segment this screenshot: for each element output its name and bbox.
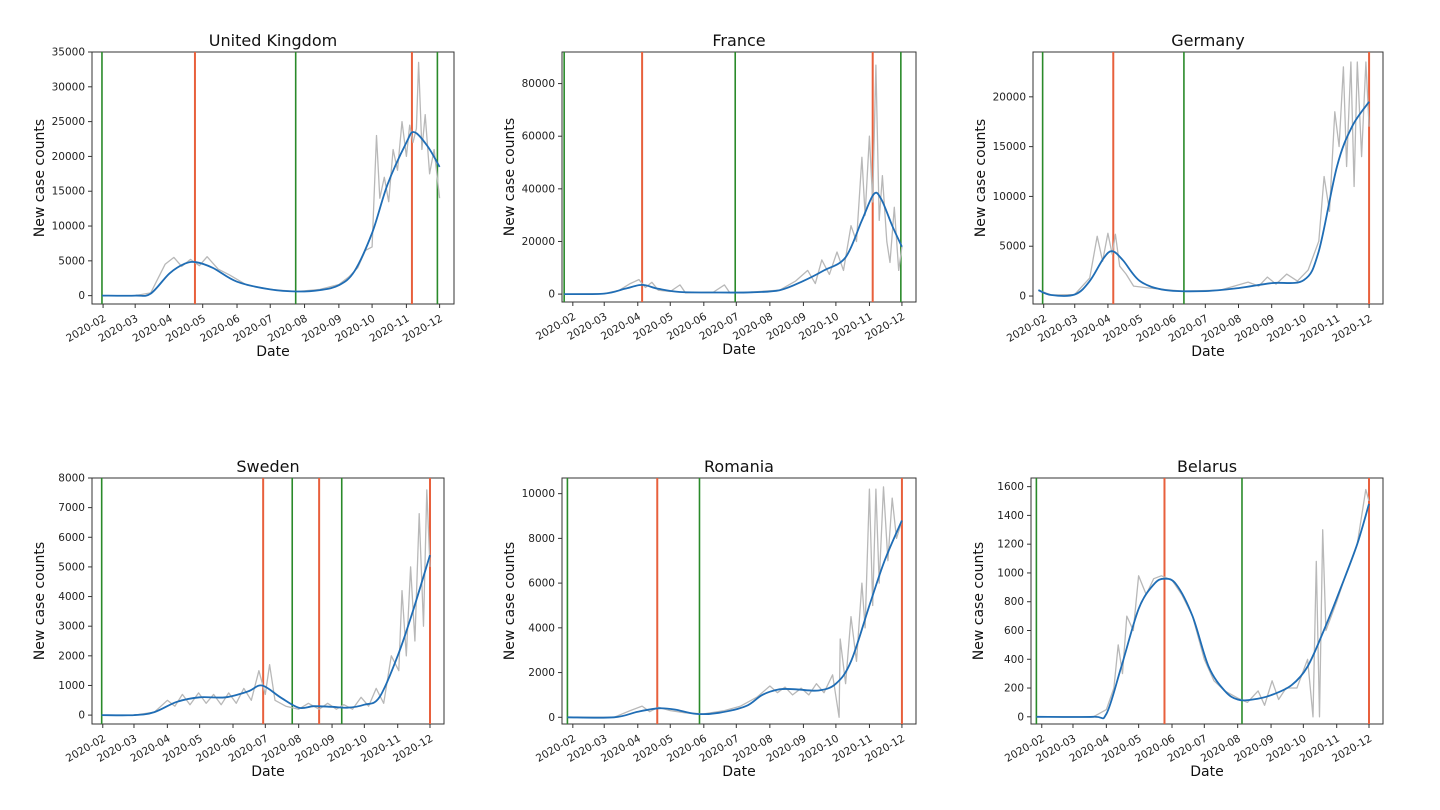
chart-panel-united-kingdom: United Kingdom 0 5000 10000 15000 20000 25000 3… [32, 31, 455, 360]
plot-frame [561, 51, 917, 303]
y-tick-label: 7000 [58, 502, 85, 514]
raw-series-line [1036, 488, 1370, 718]
y-tick-label: 2000 [528, 667, 555, 679]
chart-panel-romania: Romania02000400060008000100002020-022020… [502, 457, 917, 780]
y-tick-label: 0 [78, 290, 85, 302]
y-tick-label: 1600 [997, 481, 1024, 493]
plot-frame [91, 51, 455, 305]
y-axis-label: New case counts [502, 118, 518, 236]
y-tick-label: 1000 [58, 680, 85, 692]
y-tick-label: 5000 [999, 241, 1026, 253]
chart-title: Belarus [1177, 457, 1237, 476]
plot-frame [91, 477, 445, 725]
chart-title: United Kingdom [209, 31, 337, 50]
y-axis-label: New case counts [32, 119, 48, 237]
y-tick-label: 6000 [528, 578, 555, 590]
y-tick-label: 6000 [58, 532, 85, 544]
y-tick-label: 25000 [52, 116, 85, 128]
raw-series-line [1038, 61, 1370, 296]
y-tick-label: 10000 [522, 488, 555, 500]
y-tick-label: 600 [1004, 625, 1024, 637]
y-tick-label: 800 [1004, 596, 1024, 608]
chart-panel-germany: Germany050001000015000200002020-022020-0… [973, 31, 1384, 360]
y-tick-label: 0 [548, 289, 555, 301]
y-tick-label: 20000 [52, 151, 85, 163]
y-tick-label: 1200 [997, 539, 1024, 551]
raw-series-line [101, 489, 431, 716]
y-tick-label: 0 [1019, 291, 1026, 303]
raw-series-line [567, 486, 903, 718]
plot-frame [1032, 51, 1384, 305]
chart-panel-sweden: Sweden0100020003000400050006000700080002… [32, 457, 445, 780]
y-tick-label: 15000 [993, 141, 1026, 153]
y-tick-label: 0 [78, 710, 85, 722]
x-axis-label: Date [251, 764, 284, 780]
plot-frame [561, 477, 917, 725]
y-tick-label: 10000 [993, 191, 1026, 203]
smoothed-series-line [101, 554, 431, 717]
y-tick-label: 5000 [58, 561, 85, 573]
y-axis-label: New case counts [971, 542, 987, 660]
y-tick-label: 40000 [522, 183, 555, 195]
y-tick-label: 1400 [997, 510, 1024, 522]
plot-frame [1030, 477, 1384, 725]
y-tick-label: 0 [1017, 711, 1024, 723]
y-tick-label: 3000 [58, 621, 85, 633]
y-axis-label: New case counts [973, 119, 989, 237]
y-tick-label: 30000 [52, 81, 85, 93]
smoothed-series-line [567, 520, 903, 719]
y-tick-label: 8000 [58, 473, 85, 485]
y-tick-label: 80000 [522, 78, 555, 90]
y-axis-label: New case counts [502, 542, 518, 660]
chart-panel-belarus: Belarus020040060080010001200140016002020… [971, 457, 1384, 780]
y-axis-label: New case counts [32, 542, 48, 660]
chart-title: Germany [1171, 31, 1245, 50]
smoothed-series-line [564, 191, 903, 296]
y-tick-label: 2000 [58, 650, 85, 662]
y-tick-label: 1000 [997, 567, 1024, 579]
chart-title: France [712, 31, 765, 50]
y-tick-label: 8000 [528, 533, 555, 545]
y-tick-label: 4000 [528, 622, 555, 634]
smoothed-series-line [101, 131, 441, 297]
chart-title: Sweden [236, 457, 299, 476]
y-tick-label: 5000 [58, 255, 85, 267]
chart-title: Romania [704, 457, 774, 476]
y-tick-label: 15000 [52, 186, 85, 198]
y-tick-label: 400 [1004, 654, 1024, 666]
x-axis-label: Date [722, 342, 755, 358]
y-tick-label: 60000 [522, 131, 555, 143]
y-tick-label: 20000 [993, 91, 1026, 103]
x-axis-label: Date [256, 344, 289, 360]
x-axis-label: Date [722, 764, 755, 780]
y-tick-label: 10000 [52, 221, 85, 233]
y-tick-label: 200 [1004, 683, 1024, 695]
y-tick-label: 20000 [522, 236, 555, 248]
y-tick-label: 4000 [58, 591, 85, 603]
chart-panel-france: France0200004000060000800002020-022020-0… [502, 31, 917, 358]
x-axis-label: Date [1191, 344, 1224, 360]
smoothed-series-line [1036, 503, 1370, 720]
y-tick-label: 0 [548, 712, 555, 724]
y-tick-label: 35000 [52, 47, 85, 59]
x-axis-label: Date [1190, 764, 1223, 780]
smoothed-series-line [1038, 101, 1370, 297]
raw-series-line [564, 64, 903, 295]
